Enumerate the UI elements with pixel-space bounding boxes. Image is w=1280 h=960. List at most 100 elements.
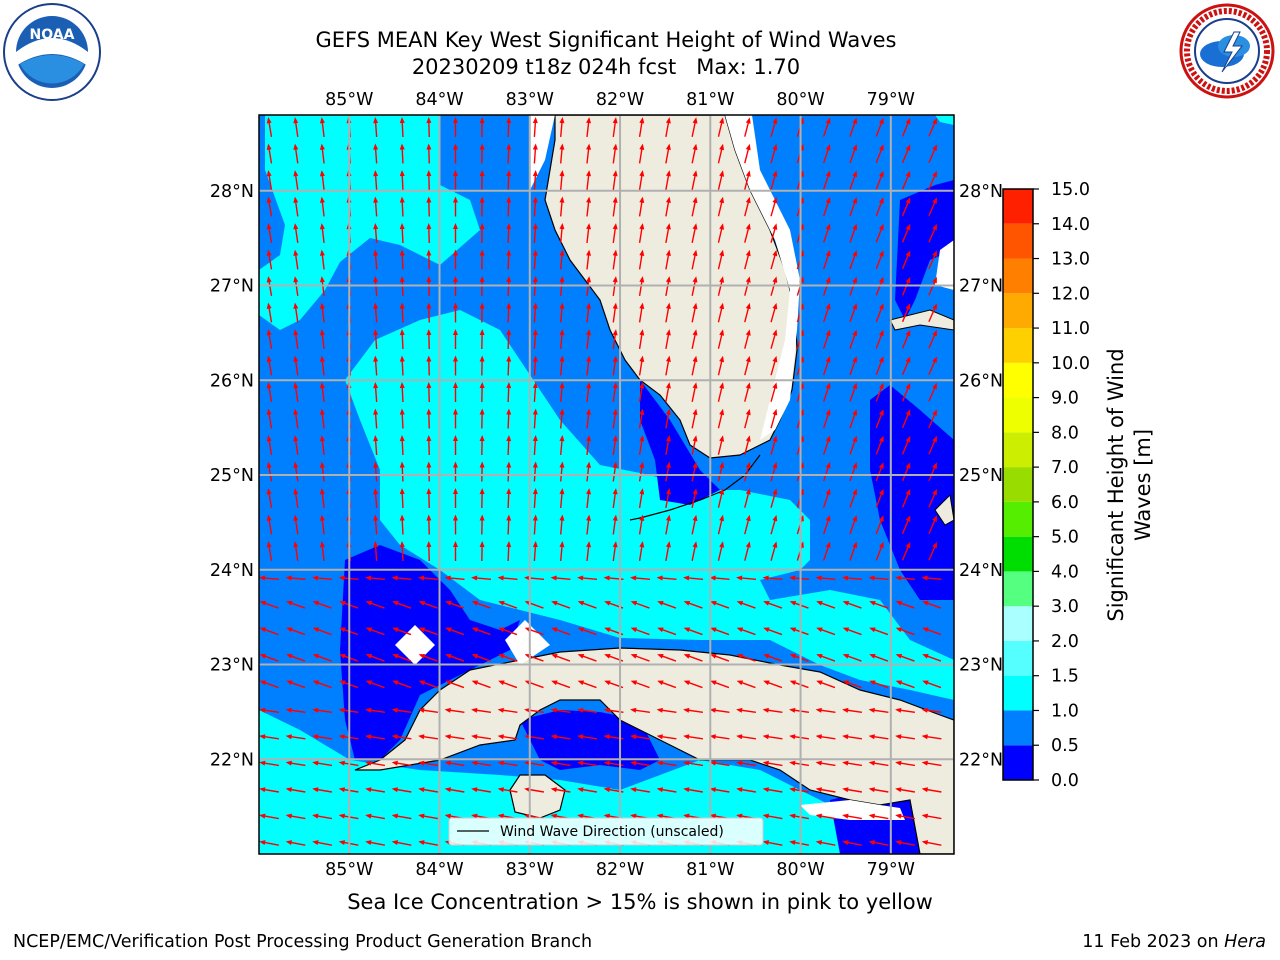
wave-arrow-head	[373, 382, 379, 389]
colorbar-tick-label: 9.0	[1051, 389, 1079, 409]
wave-arrow-head	[789, 653, 797, 659]
wave-arrow-head	[319, 276, 325, 283]
wave-arrow-head	[559, 541, 565, 548]
wave-arrow-head	[418, 787, 425, 793]
wave-arrow-head	[719, 117, 725, 124]
wave-arrow-head	[365, 680, 373, 686]
wave-arrow-head	[665, 170, 671, 177]
wave-arrow-head	[612, 461, 618, 468]
lon-tick-label-bottom: 81°W	[686, 860, 734, 880]
colorbar-label-line1: Significant Height of Wind	[1104, 348, 1128, 621]
wave-arrow-head	[772, 170, 778, 177]
wave-arrow-head	[586, 355, 592, 362]
land-isle-of-youth	[509, 774, 566, 819]
wave-arrow-head	[426, 461, 432, 468]
wave-arrow-head	[639, 249, 645, 256]
wave-arrow-head	[789, 707, 796, 713]
wave-arrow-head	[365, 734, 372, 740]
wave-arrow-head	[612, 143, 618, 150]
wave-arrow-head	[736, 734, 743, 740]
wave-arrow-head	[736, 760, 743, 766]
wave-arrow-head	[479, 302, 485, 309]
wave-arrow-head	[506, 408, 512, 415]
wave-arrow-head	[895, 760, 902, 766]
wave-arrow-head	[869, 600, 876, 606]
wave-arrow-head	[338, 787, 345, 793]
wave-arrow-head	[559, 382, 565, 389]
wave-arrow-head	[639, 302, 645, 309]
wave-arrow-head	[373, 117, 379, 124]
wave-arrow-head	[745, 461, 751, 469]
wave-arrow-head	[612, 488, 618, 495]
wave-arrow-head	[452, 276, 458, 283]
wave-arrow-head	[852, 435, 858, 443]
wave-arrow-head	[452, 329, 458, 336]
wave-arrow-head	[772, 541, 778, 548]
wave-arrow-head	[399, 382, 405, 389]
wave-arrow-head	[452, 302, 458, 309]
wave-arrow-head	[479, 276, 485, 283]
wave-arrow-head	[639, 329, 645, 336]
wave-arrow-head	[736, 627, 744, 633]
wave-arrow-head	[551, 627, 558, 633]
lat-tick-label-left: 23°N	[210, 656, 254, 676]
wave-arrow-head	[878, 515, 884, 522]
lon-tick-label-bottom: 84°W	[415, 860, 463, 880]
wave-arrow-head	[921, 707, 928, 713]
wave-arrow-head	[293, 143, 299, 150]
wave-arrow-head	[471, 760, 478, 766]
wave-arrow-head	[286, 653, 293, 659]
lon-tick-label-top: 84°W	[415, 90, 463, 110]
wave-arrow-head	[532, 514, 538, 521]
wave-arrow-head	[559, 435, 565, 442]
wave-arrow-head	[452, 408, 458, 415]
wave-arrow-head	[736, 707, 743, 713]
footer-date: 11 Feb 2023 on Hera	[1082, 932, 1266, 952]
wave-arrow-head	[418, 653, 426, 659]
wave-arrow-head	[921, 813, 929, 819]
wave-arrow-head	[815, 787, 822, 793]
footer-host: Hera	[1224, 932, 1266, 952]
wave-arrow-head	[612, 170, 618, 177]
wave-arrow-head	[719, 170, 725, 177]
wave-arrow-head	[815, 734, 822, 740]
wave-arrow-head	[550, 575, 557, 581]
wave-arrow-head	[479, 382, 485, 389]
wave-arrow-head	[418, 627, 426, 633]
wave-arrow-head	[586, 276, 592, 283]
wave-arrow-head	[772, 488, 778, 495]
wave-arrow-head	[630, 680, 638, 686]
wave-arrow-head	[293, 488, 299, 495]
wave-arrow-head	[789, 760, 796, 766]
wave-arrow-head	[426, 143, 432, 150]
wave-arrow-head	[772, 276, 778, 283]
wave-arrow-head	[418, 813, 425, 819]
wave-arrow-head	[852, 356, 858, 363]
colorbar-bin	[1003, 606, 1033, 641]
wave-arrow-head	[816, 680, 823, 686]
wave-arrow-head	[577, 653, 585, 659]
wave-arrow-head	[471, 734, 478, 740]
wave-arrow-head	[426, 408, 432, 415]
wave-arrow-head	[630, 734, 637, 740]
wave-arrow-head	[789, 680, 797, 686]
wave-arrow-head	[603, 813, 611, 819]
wave-arrow-head	[604, 680, 611, 686]
wave-arrow-head	[895, 653, 903, 659]
wave-arrow-head	[772, 302, 778, 310]
wave-arrow-head	[842, 680, 850, 686]
colorbar-tick-label: 15.0	[1051, 180, 1090, 200]
lat-tick-label-right: 23°N	[959, 656, 1003, 676]
lat-tick-label-left: 24°N	[210, 561, 254, 581]
wave-arrow-head	[842, 813, 849, 819]
wave-arrow-head	[498, 600, 505, 606]
wave-arrow-head	[559, 355, 565, 362]
wave-arrow-head	[719, 302, 725, 310]
wave-arrow-head	[825, 515, 831, 522]
wave-arrow-head	[532, 196, 538, 203]
wave-arrow-head	[692, 355, 698, 363]
wave-arrow-head	[612, 382, 618, 389]
wave-arrow-head	[692, 382, 698, 389]
wave-arrow-head	[559, 223, 565, 230]
wave-arrow-head	[285, 575, 292, 581]
